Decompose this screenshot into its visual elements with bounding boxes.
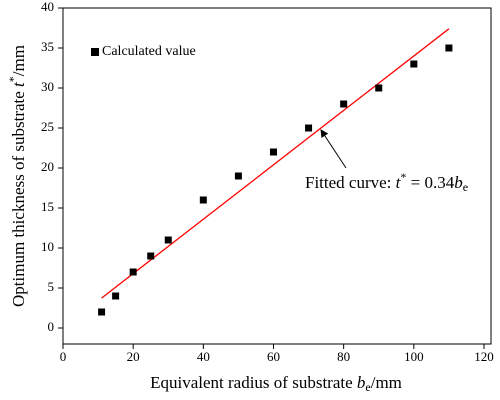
x-label-symbol: b <box>357 373 366 392</box>
data-point <box>199 196 207 204</box>
data-point <box>164 236 172 244</box>
x-label-text: Equivalent radius of substrate <box>150 373 357 392</box>
y-tick-label: 35 <box>41 39 54 54</box>
x-label-subscript: e <box>365 380 370 394</box>
data-point <box>147 252 155 260</box>
annotation-symbol: t <box>396 173 402 192</box>
data-point <box>269 148 277 156</box>
y-tick-label: 5 <box>48 279 55 294</box>
y-axis-label: Optimum thickness of substrate t*/mm <box>6 45 28 307</box>
x-label-unit: /mm <box>371 373 402 392</box>
data-point <box>98 308 106 316</box>
annotation-text: Fitted curve: <box>305 173 396 192</box>
plot-frame <box>62 7 492 345</box>
data-point <box>410 60 418 68</box>
y-label-symbol: t <box>9 81 28 87</box>
data-point <box>112 292 120 300</box>
annotation-subscript: e <box>463 180 468 194</box>
fit-line <box>101 28 450 299</box>
x-tick-label: 0 <box>60 349 67 364</box>
x-tick-label: 40 <box>197 349 210 364</box>
y-tick-label: 40 <box>41 0 54 14</box>
annotation-superscript: * <box>400 170 406 184</box>
annotation-equation: = 0.34 <box>406 173 454 192</box>
x-tick-label: 80 <box>337 349 350 364</box>
x-tick-label: 60 <box>267 349 280 364</box>
y-tick-label: 0 <box>48 319 55 334</box>
data-point <box>375 84 383 92</box>
data-point <box>340 100 348 108</box>
y-tick-label: 10 <box>41 239 54 254</box>
data-point <box>445 44 453 52</box>
annotation-symbol: b <box>454 173 463 192</box>
x-tick-label: 100 <box>404 349 424 364</box>
legend-label: Calculated value <box>102 44 196 59</box>
y-label-unit: /mm <box>9 45 28 76</box>
legend-marker <box>91 48 99 56</box>
annotation-arrow <box>320 129 347 169</box>
y-label-text: Optimum thickness of substrate <box>9 87 28 307</box>
data-point <box>129 268 137 276</box>
y-label-superscript: * <box>6 76 20 82</box>
y-tick-label: 20 <box>41 159 54 174</box>
annotation: Fitted curve: t* = 0.34be <box>305 170 468 194</box>
x-axis-label: Equivalent radius of substrate be/mm <box>150 373 402 394</box>
x-tick-label: 120 <box>474 349 494 364</box>
data-point <box>234 172 242 180</box>
y-tick-label: 30 <box>41 79 54 94</box>
y-tick-label: 15 <box>41 199 54 214</box>
y-tick-label: 25 <box>41 119 54 134</box>
x-tick-label: 20 <box>127 349 140 364</box>
data-point <box>305 124 313 132</box>
